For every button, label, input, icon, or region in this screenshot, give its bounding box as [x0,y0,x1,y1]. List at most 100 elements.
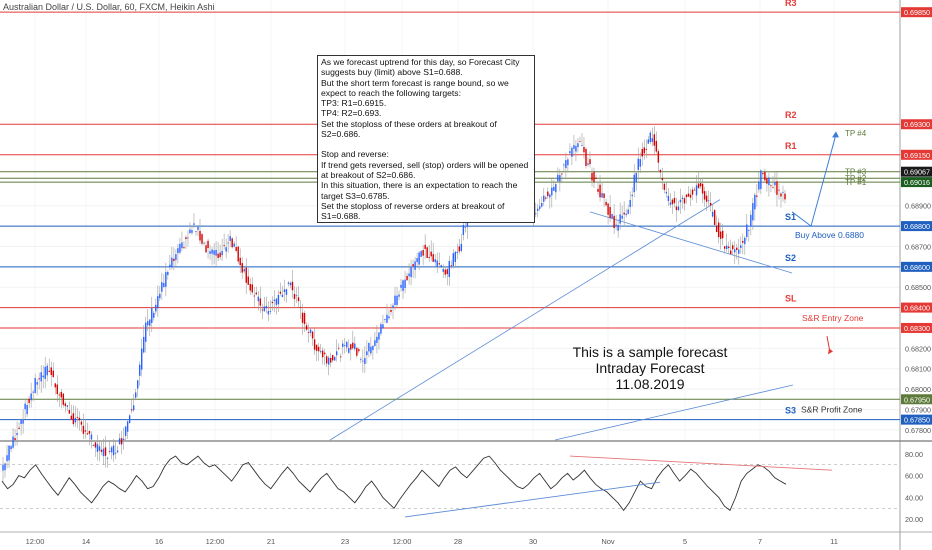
candle-body [386,314,388,323]
price-marker-bg [901,177,932,188]
candle-body [58,394,60,396]
candle-body [267,311,270,315]
candle-body [197,226,199,230]
time-tick: 23 [341,537,349,546]
candle-body [283,289,286,292]
forecast-arrow [791,134,837,227]
candle-body [599,184,601,198]
candle-body [223,245,225,246]
candle-body [645,148,647,150]
candle-body [756,195,758,197]
candle-body [82,425,85,434]
candle-body [52,370,54,378]
candle-body [412,264,414,267]
candle-body [719,231,722,239]
candle-body [641,149,643,157]
candle-body [752,203,754,221]
price-tick: 0.68900 [905,202,931,211]
candle-body [130,409,133,411]
candle-body [736,247,738,251]
candle-body [213,250,215,255]
candle-body [309,329,312,333]
time-tick: 16 [155,537,163,546]
candle-body [780,193,782,197]
price-tick: 0.68100 [905,365,931,374]
candle-body [545,197,547,199]
price-marker-bg [901,302,932,313]
candle-body [679,199,682,203]
candle-body [241,263,243,273]
candle-body [305,325,308,330]
price-marker: 0.69067 [904,168,930,177]
candle-body [32,391,34,393]
candle-body [301,312,304,323]
candle-body [329,357,332,363]
candle-body [175,254,177,261]
candle-body [613,215,615,229]
candle-body [279,291,282,294]
price-marker: 0.68600 [904,263,930,272]
candle-body [653,134,656,146]
candle-body [199,230,201,241]
candle-body [394,295,396,306]
candle-body [145,322,147,342]
candle-body [173,258,175,262]
candle-body [577,143,579,148]
candle-body [424,244,426,249]
candle-body [110,447,113,453]
rsi-panel: 80.00 60.00 40.00 20.00 [0,450,923,524]
candle-body [633,174,635,193]
candle-body [591,172,593,181]
note-paragraph-1: As we forecast uptrend for this day, so … [321,57,520,140]
candle-body [675,206,678,210]
candle-body [34,378,36,394]
candle-body [601,193,603,198]
candle-body [54,383,56,388]
candle-body [697,183,700,189]
rsi-line [1,455,787,512]
candle-body [321,350,324,358]
candle-body [707,200,710,202]
candle-body [44,366,46,379]
buy-above-label: Buy Above 0.6880 [795,230,864,240]
candle-body [454,251,457,262]
candle-body [639,159,641,167]
time-tick: Nov [601,537,615,546]
candle-body [368,342,370,352]
candle-body [191,230,193,233]
level-label: TP #1 [845,178,867,187]
candle-body [637,158,639,170]
candle-body [366,351,368,356]
candle-body [651,138,654,142]
price-axis: 0.68900 0.68800 0.68700 0.68600 0.68500 0.684… [901,7,932,435]
price-marker: 0.69150 [904,151,930,160]
candle-body [281,294,284,298]
candle-body [215,249,217,256]
candle-body [750,214,752,227]
candle-body [738,249,740,254]
candle-body [299,306,302,308]
candle-body [291,281,294,291]
candle-body [450,265,452,267]
sample-line-3: 11.08.2019 [615,376,685,392]
candle-body [667,195,670,202]
level-label: S1 [785,212,796,222]
candle-body [661,177,664,181]
candle-body [772,187,774,189]
price-marker: 0.67950 [904,395,930,404]
support-trendline [329,199,721,441]
candle-body [396,295,398,305]
candle-body [100,449,103,452]
candle-body [553,186,555,191]
candle-body [615,224,617,226]
candle-body [378,332,380,340]
candle-body [597,188,599,192]
candle-body [434,259,436,263]
candle-body [362,360,364,362]
candle-body [748,230,750,231]
time-tick: 30 [529,537,537,546]
candle-body [56,384,58,395]
candle-body [163,283,165,287]
candle-body [717,222,720,237]
